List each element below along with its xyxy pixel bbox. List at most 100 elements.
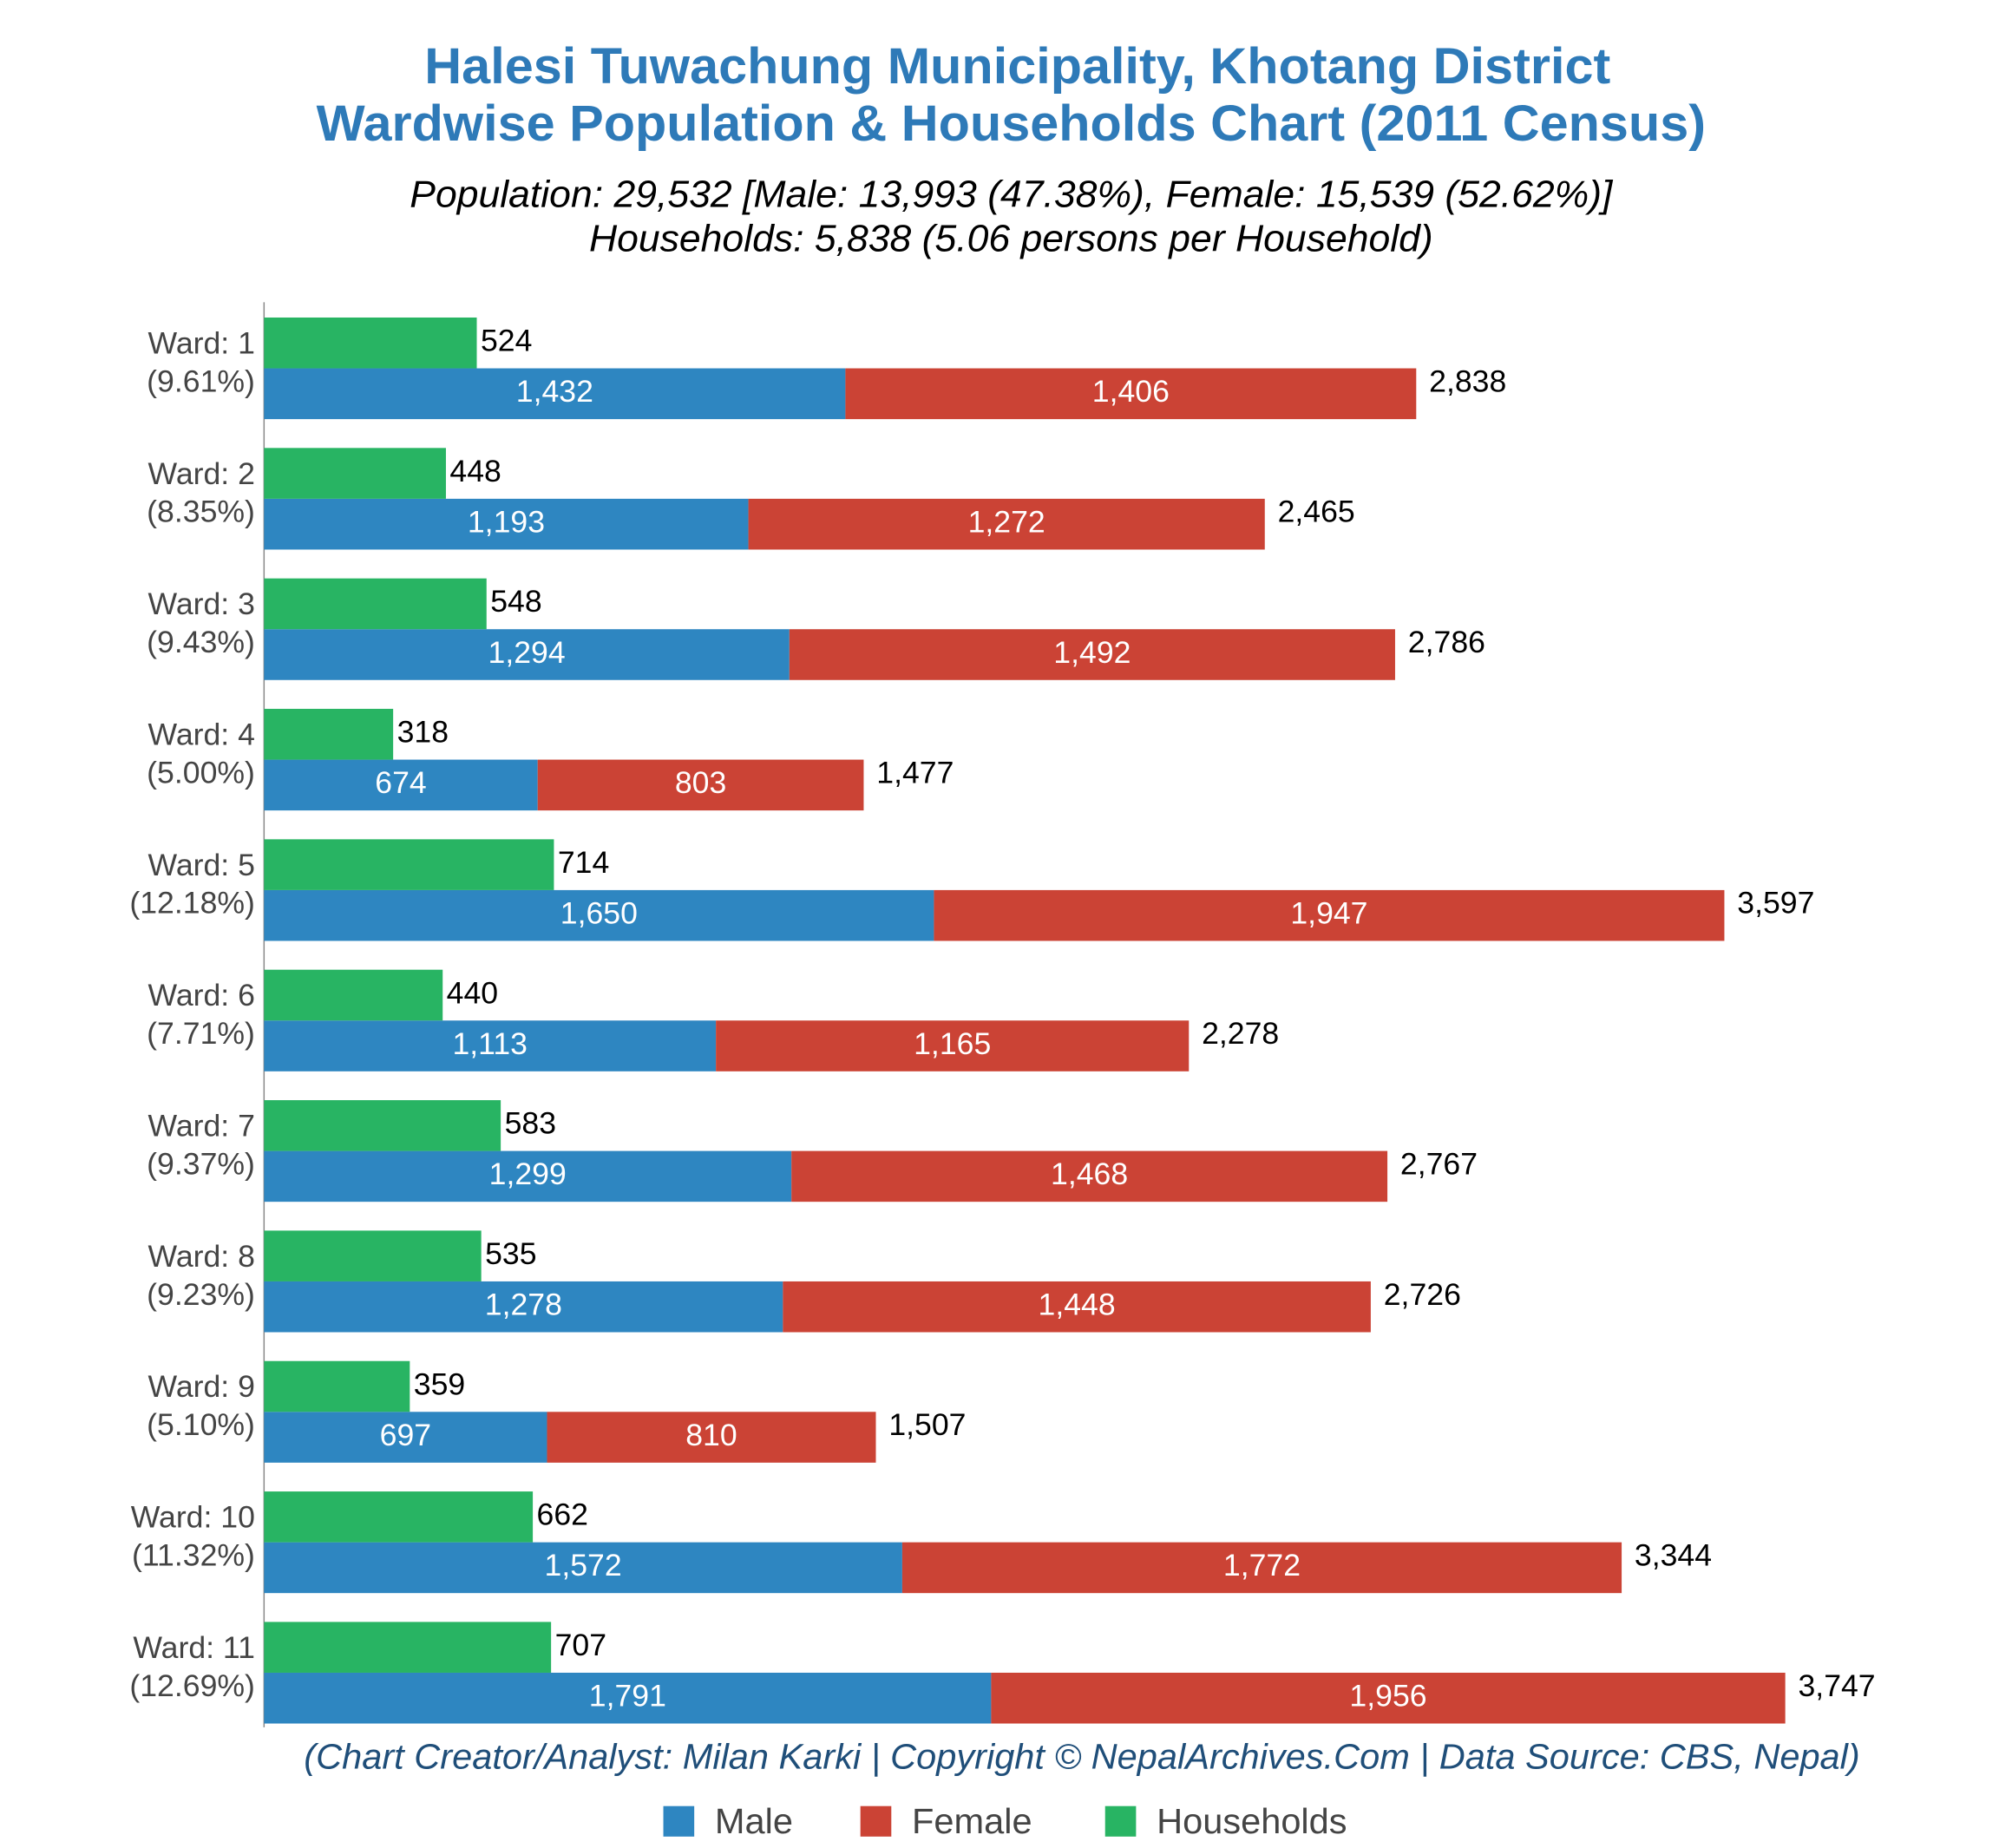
data-label: 1,492: [1053, 636, 1131, 670]
data-label: 662: [537, 1498, 588, 1532]
data-label: 1,294: [488, 636, 566, 670]
total-label: 3,344: [1635, 1539, 1712, 1573]
population-bar: [264, 629, 790, 680]
y-tick-label: Ward: 4: [148, 718, 255, 752]
y-tick-label: (7.71%): [147, 1017, 255, 1051]
data-label: 1,406: [1092, 375, 1170, 409]
data-label: 1,432: [516, 375, 593, 409]
data-label: 1,299: [489, 1157, 567, 1191]
legend-label: Male: [715, 1801, 793, 1841]
data-label: 1,791: [589, 1680, 666, 1714]
data-label: 1,272: [968, 506, 1045, 540]
household-bar: [264, 1100, 501, 1151]
legend-swatch: [1104, 1805, 1137, 1837]
population-bar: [789, 629, 1395, 680]
population-bar: [264, 1412, 547, 1463]
data-label: 318: [397, 716, 449, 750]
y-tick-label: Ward: 2: [148, 457, 255, 491]
total-label: 3,597: [1737, 887, 1814, 921]
population-bar: [783, 1281, 1371, 1333]
data-label: 1,113: [452, 1027, 528, 1061]
y-tick-label: Ward: 6: [148, 979, 255, 1012]
data-label: 535: [485, 1237, 536, 1271]
household-bar: [264, 1360, 410, 1412]
data-label: 803: [675, 766, 726, 800]
y-tick-label: Ward: 7: [148, 1110, 255, 1144]
population-bar: [264, 1542, 902, 1594]
y-tick-label: Ward: 1: [148, 327, 255, 361]
y-tick-label: Ward: 10: [131, 1501, 255, 1535]
population-bar: [264, 368, 846, 420]
total-label: 2,726: [1384, 1278, 1461, 1312]
data-label: 548: [490, 585, 541, 619]
household-bar: [264, 1622, 552, 1673]
total-label: 1,477: [876, 757, 954, 790]
data-label: 1,650: [560, 897, 638, 931]
y-tick-label: (9.43%): [147, 626, 255, 659]
household-bar: [264, 448, 446, 499]
chart-subtitle: Households: 5,838 (5.06 persons per Hous…: [589, 218, 1433, 260]
population-bar: [264, 1672, 992, 1724]
population-bar: [264, 889, 934, 941]
total-label: 2,786: [1408, 626, 1485, 659]
data-label: 1,193: [468, 506, 545, 540]
total-label: 2,838: [1429, 365, 1506, 399]
legend-swatch: [663, 1805, 695, 1837]
chart-title: Halesi Tuwachung Municipality, Khotang D…: [424, 38, 1610, 95]
data-label: 707: [555, 1628, 606, 1662]
household-bar: [264, 709, 394, 760]
y-tick-label: (8.35%): [147, 495, 255, 529]
household-bar: [264, 969, 443, 1021]
data-label: 1,956: [1349, 1680, 1426, 1714]
data-label: 359: [414, 1368, 465, 1402]
data-label: 1,278: [485, 1288, 562, 1322]
household-bar: [264, 1230, 482, 1281]
y-tick-label: Ward: 11: [133, 1631, 255, 1665]
total-label: 2,278: [1202, 1017, 1279, 1051]
data-label: 1,772: [1223, 1549, 1301, 1583]
data-label: 583: [505, 1107, 556, 1141]
data-label: 1,947: [1290, 897, 1367, 931]
y-tick-label: (12.18%): [129, 887, 255, 921]
household-bar: [264, 317, 477, 369]
y-tick-label: (9.23%): [147, 1278, 255, 1312]
data-label: 524: [481, 324, 532, 358]
chart-subtitle: Population: 29,532 [Male: 13,993 (47.38%…: [410, 174, 1614, 216]
data-label: 714: [558, 846, 609, 880]
y-tick-label: Ward: 5: [148, 849, 255, 882]
y-tick-label: (9.61%): [147, 365, 255, 399]
y-tick-label: Ward: 3: [148, 587, 255, 621]
data-label: 697: [380, 1419, 431, 1452]
data-label: 1,468: [1051, 1157, 1128, 1191]
population-bar: [748, 498, 1265, 550]
data-label: 1,165: [914, 1027, 991, 1061]
y-tick-label: (5.00%): [147, 757, 255, 790]
population-bar: [991, 1672, 1786, 1724]
y-tick-label: (11.32%): [132, 1539, 255, 1573]
total-label: 1,507: [888, 1408, 966, 1442]
legend-label: Households: [1157, 1801, 1347, 1841]
chart-title: Wardwise Population & Households Chart (…: [317, 95, 1706, 152]
data-label: 674: [375, 766, 426, 800]
data-label: 448: [449, 455, 501, 488]
total-label: 2,465: [1278, 495, 1355, 529]
population-bar: [264, 1020, 717, 1071]
y-tick-label: Ward: 9: [148, 1370, 255, 1404]
population-bar: [264, 759, 538, 811]
y-tick-label: (5.10%): [147, 1408, 255, 1442]
data-label: 810: [685, 1419, 737, 1452]
total-label: 3,747: [1798, 1669, 1875, 1703]
legend-swatch: [860, 1805, 892, 1837]
population-bar: [716, 1020, 1190, 1071]
data-label: 1,448: [1039, 1288, 1116, 1322]
population-bar: [264, 1150, 792, 1203]
household-bar: [264, 578, 487, 630]
household-bar: [264, 839, 554, 890]
total-label: 2,767: [1400, 1148, 1478, 1182]
population-bar: [901, 1542, 1622, 1594]
y-tick-label: Ward: 8: [148, 1240, 255, 1274]
data-label: 1,572: [545, 1549, 622, 1583]
legend-label: Female: [912, 1801, 1032, 1841]
data-label: 440: [447, 976, 498, 1010]
